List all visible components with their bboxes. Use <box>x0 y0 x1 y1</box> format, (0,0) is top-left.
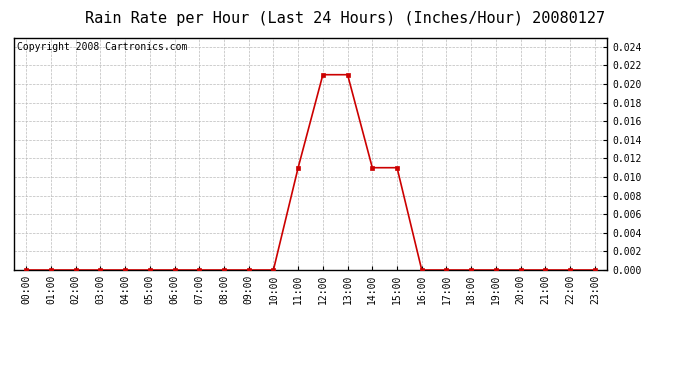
Text: Copyright 2008 Cartronics.com: Copyright 2008 Cartronics.com <box>17 42 187 52</box>
Text: Rain Rate per Hour (Last 24 Hours) (Inches/Hour) 20080127: Rain Rate per Hour (Last 24 Hours) (Inch… <box>85 11 605 26</box>
